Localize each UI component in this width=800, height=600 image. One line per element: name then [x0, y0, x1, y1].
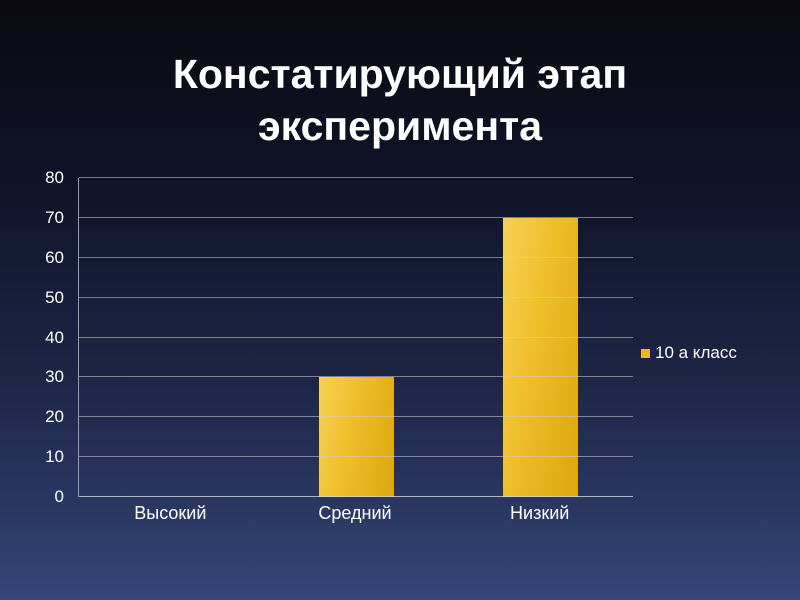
legend-label: 10 а класс — [655, 343, 737, 362]
legend-marker-icon — [641, 348, 650, 358]
y-tick-label-60: 60 — [45, 247, 64, 267]
slide-title: Констатирующий этап эксперимента — [0, 48, 800, 153]
y-tick-label-70: 70 — [45, 207, 64, 227]
y-tick-label-0: 0 — [54, 487, 64, 506]
gridline-70 — [79, 216, 633, 218]
y-axis-labels: 0 10 20 30 40 50 60 70 80 — [26, 168, 72, 506]
bar-slot-0 — [79, 178, 264, 497]
gridline-80 — [79, 177, 633, 178]
gridline-10 — [79, 456, 633, 458]
bar-1 — [318, 377, 394, 497]
plot-area — [78, 177, 633, 497]
gridline-60 — [79, 256, 633, 258]
bar-slot-2 — [448, 178, 633, 497]
y-tick-label-30: 30 — [45, 367, 64, 387]
x-tick-label-0: Высокий — [134, 503, 207, 523]
x-axis-labels: Высокий Средний Низкий — [78, 503, 632, 524]
gridline-50 — [79, 296, 633, 298]
gridline-0 — [79, 496, 633, 497]
gridline-40 — [79, 336, 633, 338]
gridline-20 — [79, 416, 633, 418]
y-tick-label-80: 80 — [45, 168, 64, 187]
y-tick-label-50: 50 — [45, 287, 64, 307]
slide-title-text: Констатирующий этап эксперимента — [172, 51, 628, 150]
y-tick-label-40: 40 — [45, 327, 64, 347]
x-tick-label-2: Низкий — [510, 503, 570, 523]
bar-2 — [503, 217, 579, 497]
y-tick-label-20: 20 — [45, 407, 64, 427]
bar-slot-1 — [264, 178, 449, 497]
x-tick-label-1: Средний — [318, 503, 392, 523]
legend: 10 а класс — [641, 343, 737, 363]
gridline-30 — [79, 376, 633, 378]
y-tick-label-10: 10 — [45, 447, 64, 467]
bars-container — [79, 178, 633, 497]
